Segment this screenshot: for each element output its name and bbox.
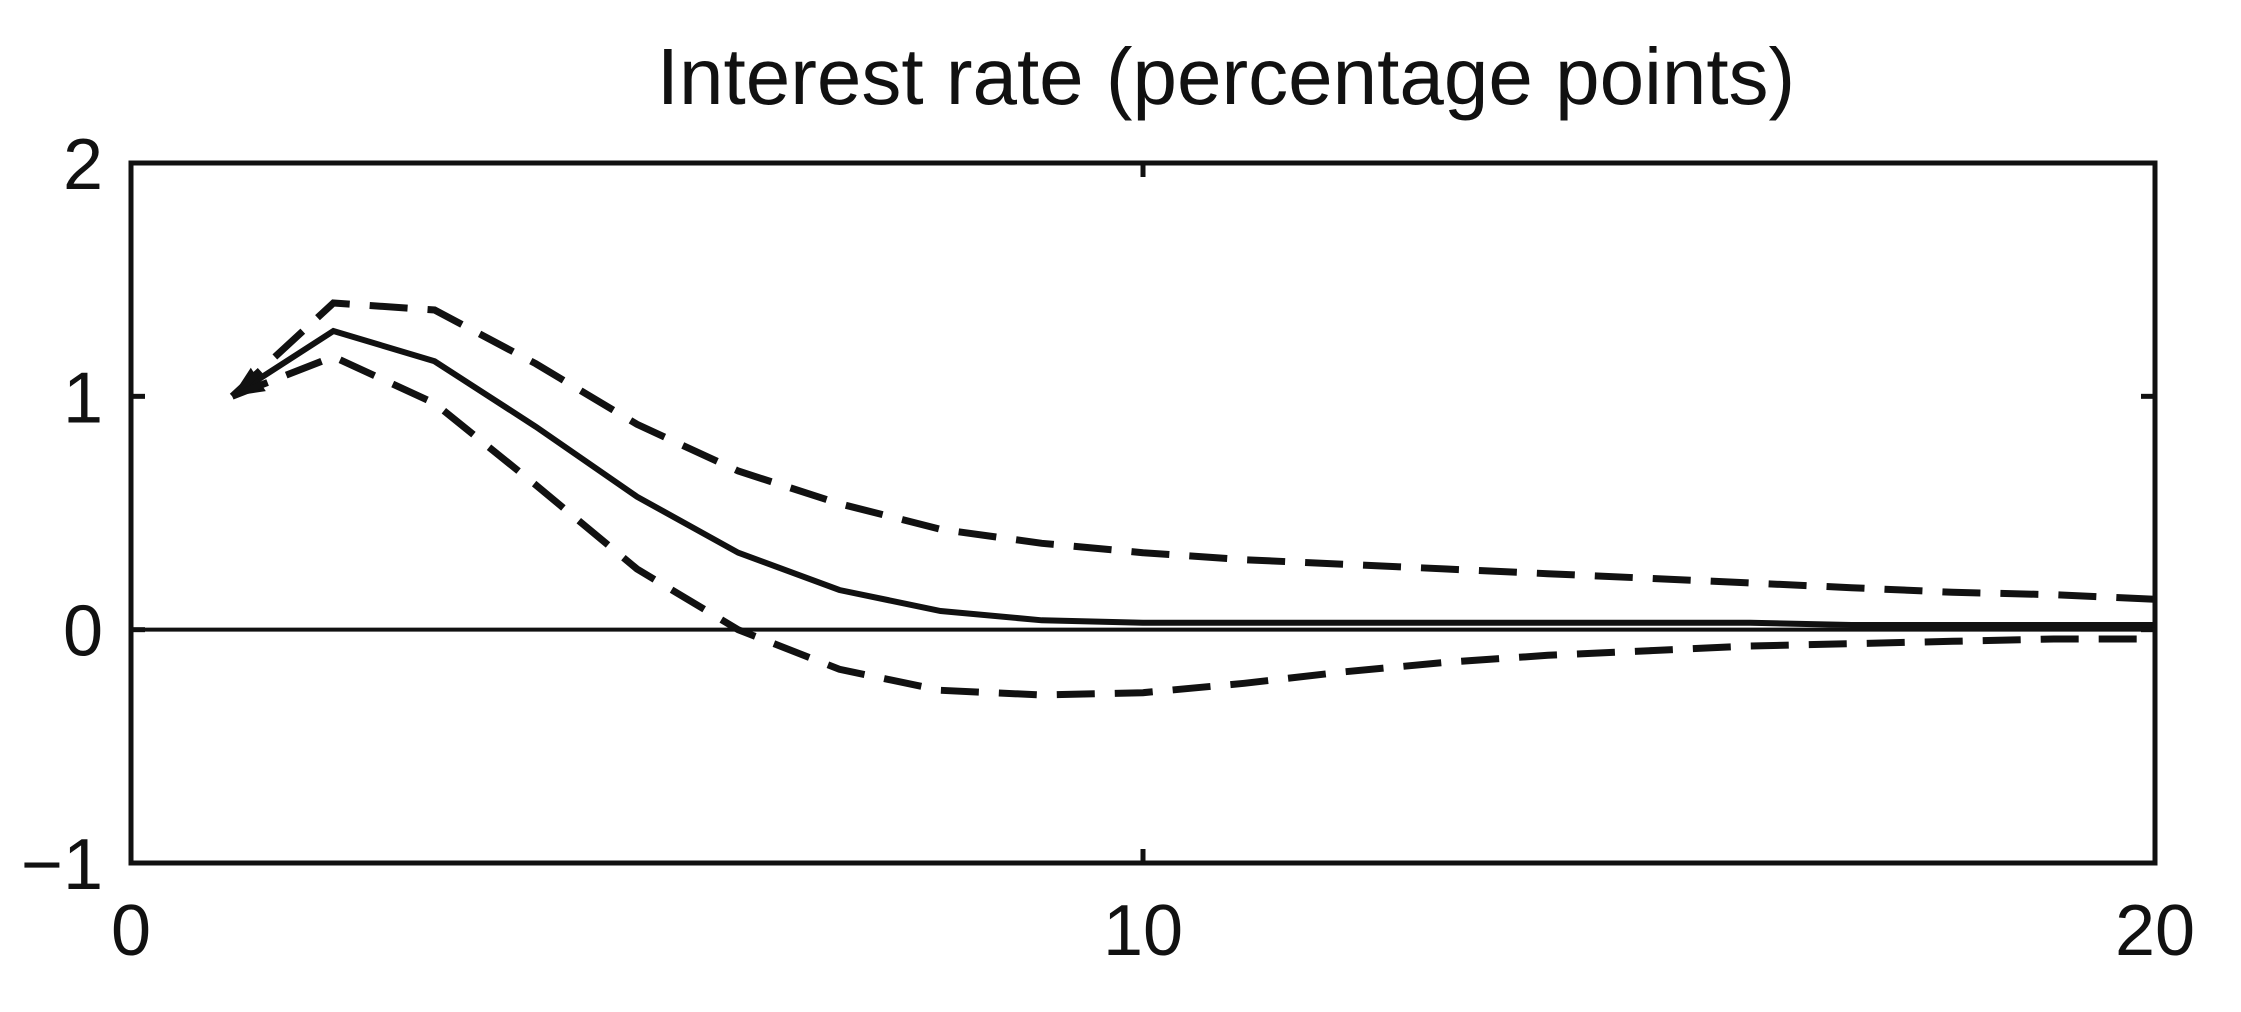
- plot-frame: [128, 160, 2158, 866]
- y-tick-label: −1: [21, 825, 103, 905]
- series-line-3: [230, 352, 2155, 699]
- series-line-2: [229, 299, 2156, 603]
- y-tick-label: 0: [63, 592, 103, 672]
- y-tick-label: 1: [63, 358, 103, 438]
- chart-title: Interest rate (percentage points): [657, 32, 1795, 121]
- y-tick-label: 2: [63, 125, 103, 205]
- series-line-1: [230, 327, 2155, 628]
- series-layer: [131, 299, 2156, 699]
- x-tick-label: 20: [2115, 891, 2195, 971]
- x-tick-label: 10: [1103, 891, 1183, 971]
- x-tick-label: 0: [111, 891, 151, 971]
